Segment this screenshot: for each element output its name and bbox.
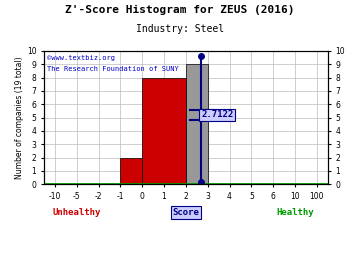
Text: 2.7122: 2.7122: [201, 110, 233, 119]
Text: ©www.textbiz.org: ©www.textbiz.org: [47, 55, 115, 61]
Text: Unhealthy: Unhealthy: [53, 208, 101, 217]
Y-axis label: Number of companies (19 total): Number of companies (19 total): [15, 56, 24, 179]
Bar: [121, 158, 142, 184]
Text: Z'-Score Histogram for ZEUS (2016): Z'-Score Histogram for ZEUS (2016): [65, 5, 295, 15]
Text: Industry: Steel: Industry: Steel: [136, 24, 224, 34]
Bar: [142, 77, 186, 184]
Text: Healthy: Healthy: [276, 208, 314, 217]
Bar: [186, 64, 208, 184]
Text: The Research Foundation of SUNY: The Research Foundation of SUNY: [47, 66, 179, 72]
Text: Score: Score: [172, 208, 199, 217]
